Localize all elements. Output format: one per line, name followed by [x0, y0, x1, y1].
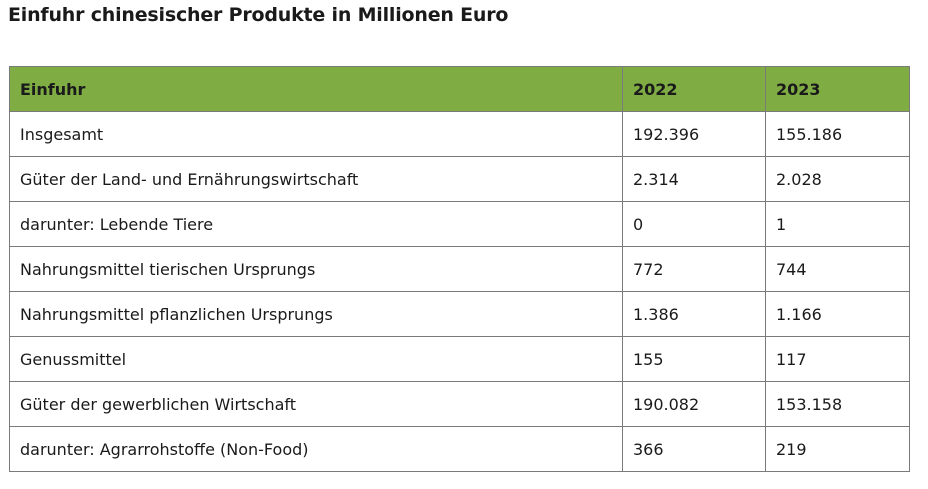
value-2022: 772	[622, 246, 766, 292]
row-label: Insgesamt	[9, 111, 623, 157]
table-row: Genussmittel 155 117	[9, 336, 910, 382]
row-label: darunter: Lebende Tiere	[9, 201, 623, 247]
row-label: Nahrungsmittel pflanzlichen Ursprungs	[9, 291, 623, 337]
table-body: Insgesamt 192.396 155.186 Güter der Land…	[9, 111, 910, 472]
value-2023: 117	[765, 336, 910, 382]
value-2023: 744	[765, 246, 910, 292]
table-row: Insgesamt 192.396 155.186	[9, 111, 910, 157]
table-row: darunter: Lebende Tiere 0 1	[9, 201, 910, 247]
value-2022: 366	[622, 426, 766, 472]
value-2023: 1	[765, 201, 910, 247]
table-row: Nahrungsmittel pflanzlichen Ursprungs 1.…	[9, 291, 910, 337]
row-label: Genussmittel	[9, 336, 623, 382]
value-2023: 1.166	[765, 291, 910, 337]
header-row: Einfuhr 2022 2023	[9, 66, 910, 112]
row-label: Güter der gewerblichen Wirtschaft	[9, 381, 623, 427]
value-2023: 153.158	[765, 381, 910, 427]
value-2022: 2.314	[622, 156, 766, 202]
row-label: Nahrungsmittel tierischen Ursprungs	[9, 246, 623, 292]
table-row: Nahrungsmittel tierischen Ursprungs 772 …	[9, 246, 910, 292]
table-row: darunter: Agrarrohstoffe (Non-Food) 366 …	[9, 426, 910, 472]
value-2023: 2.028	[765, 156, 910, 202]
value-2022: 192.396	[622, 111, 766, 157]
value-2023: 155.186	[765, 111, 910, 157]
value-2023: 219	[765, 426, 910, 472]
table-header: Einfuhr 2022 2023	[9, 66, 910, 112]
page-title: Einfuhr chinesischer Produkte in Million…	[8, 4, 509, 26]
value-2022: 190.082	[622, 381, 766, 427]
header-cell-2023: 2023	[765, 66, 910, 112]
import-table: Einfuhr 2022 2023 Insgesamt 192.396 155.…	[9, 66, 910, 472]
header-cell-2022: 2022	[622, 66, 766, 112]
row-label: darunter: Agrarrohstoffe (Non-Food)	[9, 426, 623, 472]
value-2022: 1.386	[622, 291, 766, 337]
header-cell-einfuhr: Einfuhr	[9, 66, 623, 112]
value-2022: 155	[622, 336, 766, 382]
table-row: Güter der Land- und Ernährungswirtschaft…	[9, 156, 910, 202]
table-row: Güter der gewerblichen Wirtschaft 190.08…	[9, 381, 910, 427]
row-label: Güter der Land- und Ernährungswirtschaft	[9, 156, 623, 202]
value-2022: 0	[622, 201, 766, 247]
